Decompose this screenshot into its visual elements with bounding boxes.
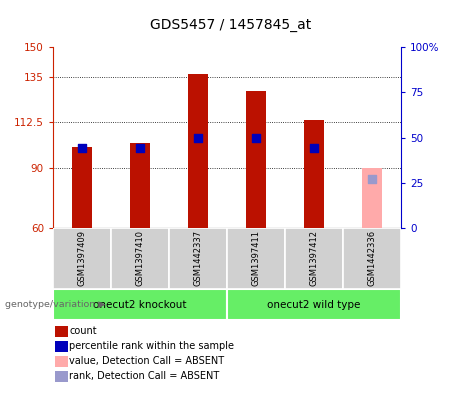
Bar (53, 228, 111, 289)
Bar (188, 74, 208, 228)
Text: count: count (69, 326, 97, 336)
Text: genotype/variation ▶: genotype/variation ▶ (5, 300, 105, 309)
Bar (362, 168, 382, 228)
Text: GSM1397411: GSM1397411 (252, 230, 260, 286)
Point (252, 135, 260, 141)
Text: onecut2 wild type: onecut2 wild type (267, 299, 361, 310)
Bar (246, 91, 266, 228)
Bar (53, 289, 227, 320)
Bar (111, 228, 169, 289)
Text: onecut2 knockout: onecut2 knockout (93, 299, 187, 310)
Text: GSM1442336: GSM1442336 (367, 230, 377, 286)
Point (368, 176, 376, 182)
Text: GSM1442337: GSM1442337 (194, 230, 202, 286)
Bar (304, 121, 324, 228)
Bar (169, 228, 227, 289)
Text: GSM1397410: GSM1397410 (136, 230, 145, 286)
Bar (227, 228, 285, 289)
Point (310, 145, 318, 152)
Point (78, 145, 86, 152)
Text: rank, Detection Call = ABSENT: rank, Detection Call = ABSENT (69, 371, 219, 381)
Text: GSM1397412: GSM1397412 (309, 230, 319, 286)
Text: GSM1397409: GSM1397409 (77, 230, 87, 286)
Bar (227, 289, 401, 320)
Bar (343, 228, 401, 289)
Point (136, 145, 144, 152)
Text: percentile rank within the sample: percentile rank within the sample (69, 341, 234, 351)
Text: value, Detection Call = ABSENT: value, Detection Call = ABSENT (69, 356, 224, 366)
Bar (285, 228, 343, 289)
Bar (72, 147, 92, 228)
Bar (130, 143, 150, 228)
Text: GDS5457 / 1457845_at: GDS5457 / 1457845_at (150, 18, 311, 32)
Point (195, 135, 202, 141)
